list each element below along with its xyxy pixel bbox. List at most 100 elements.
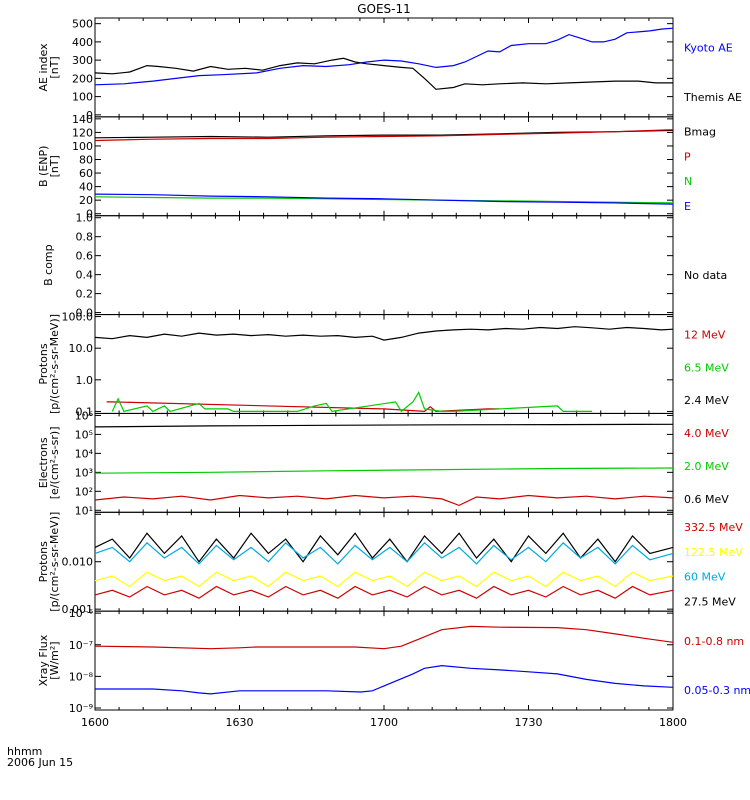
panel-xray: 10⁻⁹ 10⁻⁸ 10⁻⁷ 10⁻⁶ Xray Flux[W/m²] 0.1-0.8 n… <box>37 607 750 715</box>
y-tick-label: 0.1 <box>76 405 94 418</box>
y-tick-label: 0.001 <box>62 603 94 616</box>
series-line-p <box>94 129 674 142</box>
panel-frame <box>94 17 674 118</box>
y-tick-label: 80 <box>79 154 93 167</box>
y-axis-label: [p/(cm²-s-sr-MeV)] <box>48 314 61 414</box>
panel-protons_low: 0.1 1.0 10.0 100.0 Protons[p/(cm²-s-sr-MeV)]… <box>37 311 729 419</box>
y-tick-label: 0.010 <box>62 556 94 569</box>
panel-protons_high: 0.001 0.010 Protons[p/(cm²-s-sr-MeV)] 332.5… <box>37 512 743 616</box>
legend-entry: N <box>684 175 692 188</box>
y-tick-label: 10³ <box>75 466 93 479</box>
series-line-0-1-0-8-nm <box>94 625 674 650</box>
x-tick-label: 1630 <box>226 716 254 729</box>
y-axis-label: B (ENP) <box>37 146 50 187</box>
y-tick-label: 10⁻⁹ <box>69 702 93 715</box>
legend-entry: 0.05-0.3 nm <box>684 684 750 697</box>
legend-entry: 2.0 MeV <box>684 460 729 473</box>
panel-ae: 0 100 200 300 400 500 AE index[nT] Kyoto AE Them… <box>37 17 742 122</box>
y-axis-label: B comp <box>42 244 55 286</box>
y-tick-label: 140 <box>72 113 93 126</box>
legend-entry: 0.6 MeV <box>684 493 729 506</box>
y-tick-label: 10⁶ <box>75 409 94 422</box>
legend-entry: E <box>684 200 691 213</box>
y-tick-label: 60 <box>79 167 93 180</box>
legend-entry: 332.5 MeV <box>684 521 743 534</box>
y-axis-label: [W/m²] <box>48 641 61 679</box>
legend-entry: 4.0 MeV <box>684 427 729 440</box>
y-tick-label: 20 <box>79 194 93 207</box>
series-line-27-5-mev <box>94 585 674 599</box>
y-tick-label: 0.8 <box>76 231 94 244</box>
y-tick-label: 10⁴ <box>75 447 94 460</box>
panel-frame <box>94 610 674 711</box>
series-line-2-4-mev <box>94 326 674 341</box>
panel-electrons: 10¹ 10² 10³ 10⁴ 10⁵ 10⁶ Electrons[e/(cm²-s-sr)… <box>37 409 729 517</box>
legend-entry: No data <box>684 269 727 282</box>
legend-entry: 0.1-0.8 nm <box>684 635 744 648</box>
y-tick-label: 10⁻⁸ <box>69 670 94 683</box>
y-tick-label: 10⁻⁶ <box>69 607 94 620</box>
legend-entry: 12 MeV <box>684 328 726 341</box>
y-axis-label: AE index <box>37 43 50 92</box>
y-tick-label: 200 <box>72 72 93 85</box>
series-line-0-05-0-3-nm <box>95 664 674 695</box>
y-tick-label: 10⁵ <box>75 428 93 441</box>
y-axis-label: Electrons <box>37 437 50 488</box>
y-axis-label: Xray Flux <box>37 634 50 686</box>
series-line-0-6-mev <box>94 423 674 428</box>
legend-entry: Kyoto AE <box>684 42 733 55</box>
y-tick-label: 0.4 <box>76 269 94 282</box>
series-line-2-0-mev <box>94 467 674 474</box>
legend-entry: 2.4 MeV <box>684 394 729 407</box>
series-line-n <box>94 196 674 204</box>
series-line-60-mev <box>94 541 674 565</box>
y-axis-label: Protons <box>37 343 50 384</box>
y-axis-label: Protons <box>37 541 50 582</box>
legend-entry: 122.5 MeV <box>684 546 743 559</box>
x-tick-label: 1800 <box>659 716 687 729</box>
y-tick-label: 40 <box>79 181 93 194</box>
y-tick-label: 0 <box>86 109 93 122</box>
y-tick-label: 10⁻⁷ <box>69 639 93 652</box>
y-tick-label: 10² <box>75 485 93 498</box>
series-line-themis-ae <box>94 57 673 90</box>
series-line-e <box>94 193 674 205</box>
series-line-kyoto-ae <box>94 27 674 86</box>
x-tick-label: 1730 <box>515 716 543 729</box>
y-tick-label: 100 <box>72 91 93 104</box>
y-tick-label: 300 <box>72 54 93 67</box>
legend-entry: 60 MeV <box>684 571 726 584</box>
legend-entry: Bmag <box>684 126 716 139</box>
panel-frame <box>94 314 674 414</box>
y-tick-label: 10¹ <box>75 504 93 517</box>
panel-frame <box>94 215 674 316</box>
series-line-4-0-mev <box>94 494 674 507</box>
y-tick-label: 0.0 <box>76 307 94 320</box>
chart-title: GOES-11 <box>357 2 411 16</box>
x-tick-label: 1600 <box>81 716 109 729</box>
y-tick-label: 400 <box>72 36 93 49</box>
y-tick-label: 500 <box>72 18 93 31</box>
y-tick-label: 0.6 <box>76 250 94 263</box>
legend-entry: 27.5 MeV <box>684 595 736 608</box>
y-tick-label: 1.0 <box>76 212 94 225</box>
y-tick-label: 0.2 <box>76 288 94 301</box>
y-tick-label: 100 <box>72 140 93 153</box>
panel-frame <box>94 511 674 612</box>
y-tick-label: 100.0 <box>62 311 94 324</box>
series-line-122-5-mev <box>94 571 674 588</box>
y-axis-label: [nT] <box>48 155 61 177</box>
y-tick-label: 0 <box>86 208 93 221</box>
legend-entry: 6.5 MeV <box>684 361 729 374</box>
footer-date: 2006 Jun 15 <box>7 756 73 769</box>
y-axis-label: [e/(cm²-s-sr)] <box>48 426 61 499</box>
y-tick-label: 10.0 <box>69 342 94 355</box>
y-tick-label: 1.0 <box>76 374 94 387</box>
legend-entry: Themis AE <box>683 91 742 104</box>
legend-entry: P <box>684 150 691 163</box>
y-axis-label: [p/(cm²-s-sr-MeV)] <box>48 512 61 612</box>
y-tick-label: 120 <box>72 126 93 139</box>
